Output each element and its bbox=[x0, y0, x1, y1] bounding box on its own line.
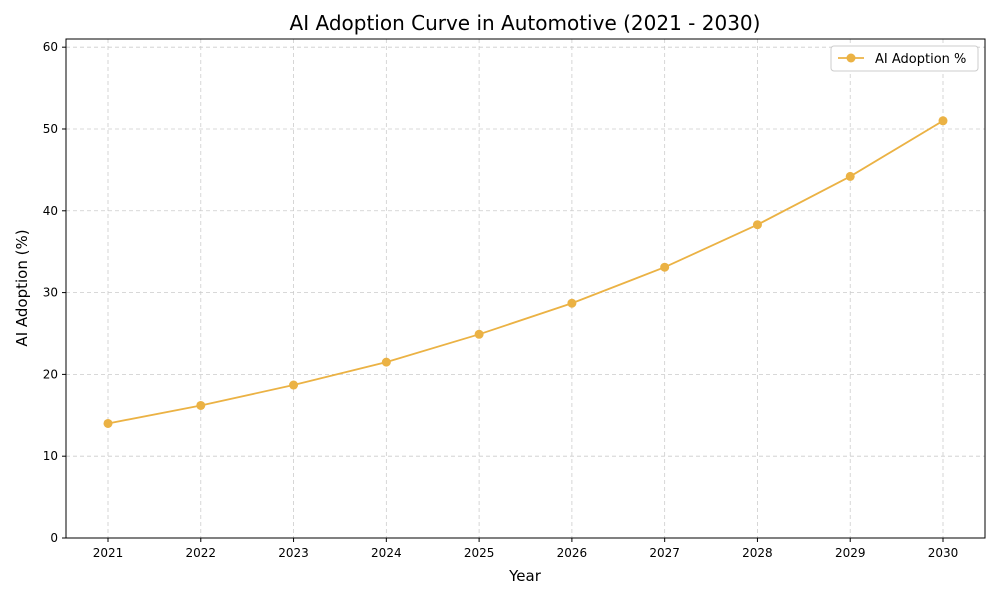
y-axis-label: AI Adoption (%) bbox=[13, 229, 31, 346]
y-tick-label: 20 bbox=[43, 367, 58, 381]
y-tick-label: 10 bbox=[43, 449, 58, 463]
y-tick-label: 0 bbox=[50, 531, 58, 545]
data-point bbox=[103, 418, 113, 428]
legend: AI Adoption % bbox=[830, 45, 979, 72]
x-tick-label: 2029 bbox=[835, 546, 866, 560]
grid-lines bbox=[66, 39, 985, 538]
series-ai-adoption bbox=[103, 116, 948, 428]
y-tick-label: 30 bbox=[43, 286, 58, 300]
x-tick-label: 2022 bbox=[186, 546, 217, 560]
plot-frame bbox=[65, 38, 986, 539]
data-point bbox=[567, 298, 577, 308]
y-tick-label: 50 bbox=[43, 122, 58, 136]
legend-box bbox=[830, 45, 979, 72]
x-tick-label: 2030 bbox=[928, 546, 959, 560]
data-point bbox=[289, 380, 299, 390]
data-point bbox=[660, 262, 670, 272]
x-tick-label: 2028 bbox=[742, 546, 773, 560]
series-line bbox=[107, 120, 944, 425]
legend-marker bbox=[846, 53, 856, 63]
legend-label: AI Adoption % bbox=[875, 52, 966, 67]
chart-title: AI Adoption Curve in Automotive (2021 - … bbox=[290, 11, 761, 35]
x-tick-label: 2023 bbox=[278, 546, 309, 560]
x-axis-label: Year bbox=[508, 567, 542, 585]
y-tick-label: 40 bbox=[43, 204, 58, 218]
y-tick-label: 60 bbox=[43, 40, 58, 54]
x-tick-label: 2024 bbox=[371, 546, 402, 560]
data-point bbox=[752, 220, 762, 230]
x-tick-label: 2026 bbox=[557, 546, 588, 560]
x-tick-label: 2027 bbox=[649, 546, 680, 560]
x-tick-label: 2021 bbox=[93, 546, 124, 560]
data-point bbox=[474, 329, 484, 339]
x-axis: 2021 2022 2023 2024 2025 2026 2027 2028 2029 2030 bbox=[93, 538, 959, 560]
data-point bbox=[938, 116, 948, 126]
data-point bbox=[845, 171, 855, 181]
data-point bbox=[381, 357, 391, 367]
x-tick-label: 2025 bbox=[464, 546, 495, 560]
y-axis: 0 10 20 30 40 50 60 bbox=[43, 40, 66, 545]
data-point bbox=[196, 400, 206, 410]
